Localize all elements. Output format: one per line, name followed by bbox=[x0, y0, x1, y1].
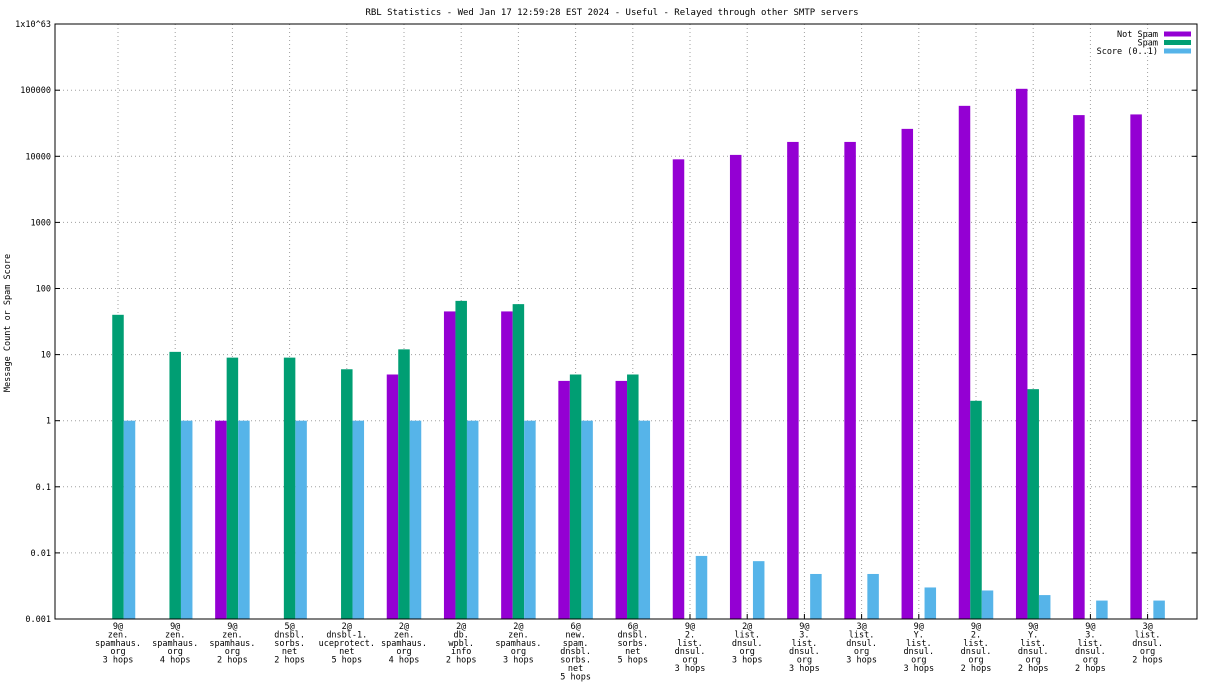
bar-not-spam bbox=[443, 311, 456, 619]
legend-label: Spam bbox=[1138, 39, 1158, 49]
y-axis-label: Message Count or Spam Score bbox=[3, 254, 13, 392]
bar-spam bbox=[341, 369, 353, 619]
bar-score-0-1 bbox=[1096, 600, 1108, 619]
x-category-label: 9@ Y. list. dnsul. org 2 hops bbox=[1018, 622, 1049, 674]
bar-spam bbox=[970, 400, 982, 619]
bar-not-spam bbox=[1130, 114, 1142, 619]
bar-not-spam bbox=[729, 154, 742, 619]
x-category-label: 2@ list. dnsul. org 3 hops bbox=[732, 622, 763, 666]
x-category-label: 2@ zen. spamhaus. org 4 hops bbox=[381, 622, 427, 666]
bar-not-spam bbox=[844, 141, 856, 619]
bar-spam bbox=[455, 300, 467, 619]
legend-swatch bbox=[1164, 48, 1191, 54]
x-category-label: 6@ dnsbl. sorbs. net 5 hops bbox=[617, 622, 648, 666]
bar-score-0-1 bbox=[752, 561, 765, 619]
x-category-label: 3@ list. dnsul. org 2 hops bbox=[1132, 622, 1163, 666]
x-category-label: 3@ list. dnsul. org 3 hops bbox=[846, 622, 877, 666]
bar-score-0-1 bbox=[524, 420, 536, 619]
y-tick-label: 1x10^63 bbox=[15, 20, 51, 30]
bar-score-0-1 bbox=[581, 420, 593, 619]
legend-swatch bbox=[1164, 31, 1191, 37]
bar-score-0-1 bbox=[1153, 600, 1165, 619]
x-category-label: 6@ new. spam. dnsbl. sorbs. net 5 hops bbox=[560, 622, 591, 682]
y-tick-label: 10 bbox=[41, 351, 51, 361]
plot-frame bbox=[54, 23, 1198, 620]
chart-title: RBL Statistics - Wed Jan 17 12:59:28 EST… bbox=[365, 8, 858, 18]
x-category-label: 9@ 2. list. dnsul. org 3 hops bbox=[675, 622, 706, 674]
bar-spam bbox=[226, 357, 239, 619]
bar-score-0-1 bbox=[180, 420, 193, 619]
bar-spam bbox=[169, 351, 181, 619]
x-category-label: 2@ dnsbl-1. uceprotect. net 5 hops bbox=[319, 622, 375, 666]
bar-score-0-1 bbox=[238, 420, 250, 619]
bar-score-0-1 bbox=[810, 573, 822, 619]
bar-score-0-1 bbox=[867, 573, 879, 619]
bar-not-spam bbox=[1073, 115, 1085, 620]
x-category-label: 2@ db. wpbl. info 2 hops bbox=[446, 622, 477, 666]
bar-not-spam bbox=[672, 159, 685, 619]
y-tick-label: 100 bbox=[36, 285, 51, 295]
bar-score-0-1 bbox=[981, 590, 994, 619]
bar-spam bbox=[398, 349, 410, 619]
bar-spam bbox=[283, 357, 296, 619]
bar-score-0-1 bbox=[352, 420, 365, 619]
x-category-label: 5@ dnsbl. sorbs. net 2 hops bbox=[274, 622, 305, 666]
bar-layer bbox=[112, 88, 1165, 620]
bar-not-spam bbox=[1015, 88, 1028, 620]
y-tick-labels: 0.001 0.01 0.1 1 10 100 1000 10000 100000 1x10^63 bbox=[15, 20, 51, 625]
bar-not-spam bbox=[386, 374, 399, 619]
bar-score-0-1 bbox=[1038, 595, 1051, 619]
bar-score-0-1 bbox=[466, 420, 479, 619]
legend-swatch bbox=[1164, 40, 1191, 45]
y-tick-label: 10000 bbox=[25, 152, 51, 162]
x-category-label: 9@ zen. spamhaus. org 4 hops bbox=[152, 622, 198, 666]
x-category-label: 9@ 2. list. dnsul. org 2 hops bbox=[961, 622, 992, 674]
y-tick-label: 0.001 bbox=[25, 615, 51, 625]
bar-score-0-1 bbox=[695, 555, 708, 619]
bar-not-spam bbox=[615, 380, 628, 619]
bar-spam bbox=[1027, 389, 1039, 619]
y-tick-label: 1000 bbox=[31, 218, 51, 228]
bar-spam bbox=[112, 314, 124, 619]
y-tick-label: 0.01 bbox=[31, 549, 51, 559]
bar-spam bbox=[512, 304, 525, 619]
bar-not-spam bbox=[901, 128, 914, 620]
bar-spam bbox=[569, 374, 582, 619]
bar-spam bbox=[627, 374, 639, 619]
y-tick-label: 0.1 bbox=[36, 483, 51, 493]
bar-not-spam bbox=[558, 380, 570, 619]
x-category-label: 9@ 3. list. dnsul. org 3 hops bbox=[789, 622, 820, 674]
y-tick-label: 100000 bbox=[20, 86, 51, 96]
bar-not-spam bbox=[501, 311, 513, 619]
bar-not-spam bbox=[215, 420, 227, 619]
x-category-label: 2@ zen. spamhaus. org 3 hops bbox=[495, 622, 541, 666]
bar-not-spam bbox=[787, 141, 799, 619]
bar-score-0-1 bbox=[638, 420, 651, 619]
x-category-label: 9@ zen. spamhaus. org 3 hops bbox=[95, 622, 141, 666]
bar-score-0-1 bbox=[924, 587, 937, 619]
legend-label: Not Spam bbox=[1117, 30, 1158, 40]
x-category-label: 9@ 3. list. dnsul. org 2 hops bbox=[1075, 622, 1106, 674]
y-tick-label: 1 bbox=[46, 417, 51, 427]
bar-score-0-1 bbox=[295, 420, 307, 619]
legend-label: Score (0..1) bbox=[1097, 47, 1158, 57]
bar-score-0-1 bbox=[123, 420, 136, 619]
x-category-label: 9@ zen. spamhaus. org 2 hops bbox=[209, 622, 255, 666]
bar-score-0-1 bbox=[409, 420, 422, 619]
bar-not-spam bbox=[958, 105, 971, 620]
x-category-label: 9@ Y. list. dnsul. org 3 hops bbox=[903, 622, 934, 674]
